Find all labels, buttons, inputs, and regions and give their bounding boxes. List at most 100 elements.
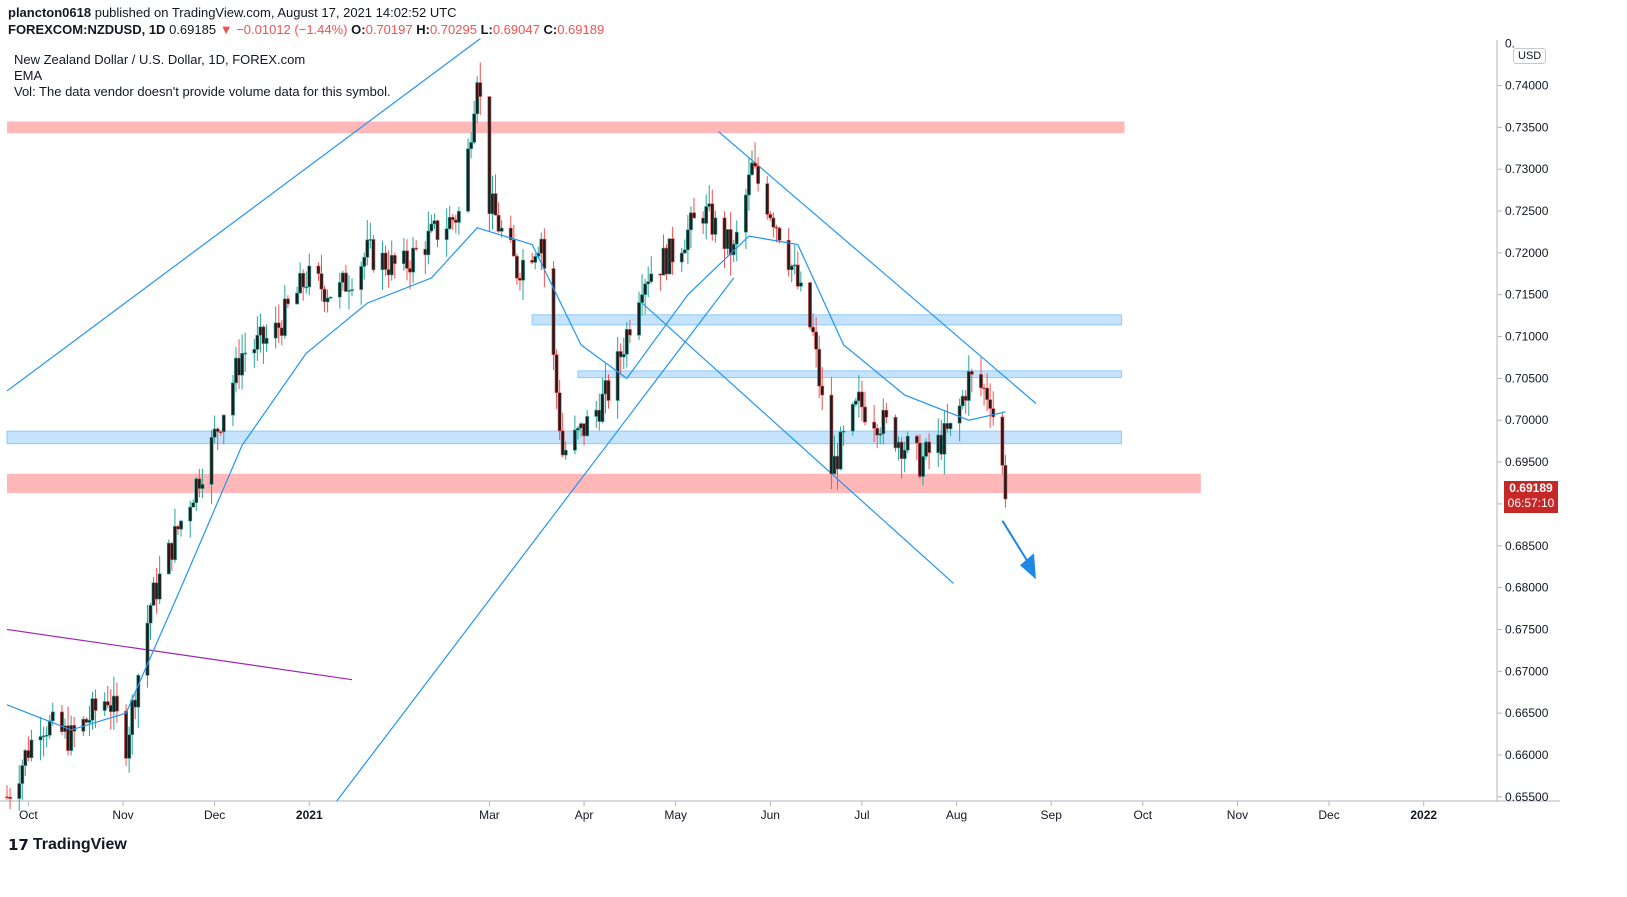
y-tick-label: 0.70000 [1505, 413, 1549, 427]
candle-body [692, 212, 696, 219]
candle-body [771, 217, 776, 228]
candle-body [820, 385, 825, 396]
candle-body [90, 698, 95, 721]
purple-trendline[interactable] [6, 628, 353, 681]
candle-body [157, 573, 162, 600]
candle-body [478, 82, 483, 97]
open-label: O: [351, 22, 366, 37]
candle-body [918, 442, 922, 477]
candle-body [426, 230, 431, 256]
candle-body [860, 391, 864, 408]
candle-body [264, 337, 269, 344]
candle-body [924, 441, 928, 457]
candle-body [173, 526, 177, 561]
candle-body [514, 255, 519, 279]
candle-body [704, 206, 709, 224]
candle-body [105, 701, 110, 706]
y-tick-label: 0.68500 [1505, 539, 1549, 553]
candle-body [337, 282, 342, 298]
candles-layer [5, 62, 1008, 811]
candle-body [472, 113, 477, 143]
grid [0, 40, 1560, 802]
footer-brand: TradingView [32, 836, 127, 853]
candle-body [734, 231, 739, 245]
candle-body [252, 349, 257, 354]
resistance-zone[interactable] [7, 121, 1125, 134]
zones-layer[interactable] [6, 121, 1201, 494]
candle-body [307, 265, 312, 288]
candle-body [850, 404, 855, 432]
support-zone[interactable] [577, 370, 1122, 379]
trendlines-layer[interactable] [6, 38, 1037, 802]
down-arrow-shaft[interactable] [1001, 520, 1031, 566]
candle-body [145, 622, 150, 676]
candle-body [945, 423, 950, 430]
legend-title[interactable]: New Zealand Dollar / U.S. Dollar, 1D, FO… [14, 52, 306, 67]
arrow-layer[interactable] [1001, 520, 1036, 580]
candle-body [792, 264, 797, 267]
resistance-zone[interactable] [7, 473, 1201, 494]
candle-body [670, 238, 675, 263]
currency-button[interactable]: USD [1513, 48, 1547, 64]
candle-body [957, 405, 962, 424]
candle-body [368, 239, 373, 241]
trendline[interactable] [336, 277, 735, 802]
candle-body [664, 247, 669, 275]
candle-body [218, 431, 223, 433]
symbol-label[interactable]: FOREXCOM:NZDUSD, 1D [8, 22, 166, 37]
candle-body [493, 193, 498, 216]
x-tick-label: Aug [946, 808, 967, 822]
candle-body [786, 239, 791, 271]
candle-body [1003, 465, 1008, 500]
candle-body [808, 282, 812, 328]
candle-body [713, 217, 718, 235]
support-zone[interactable] [531, 314, 1122, 326]
candle-body [856, 391, 861, 402]
down-arrow-icon[interactable] [1019, 553, 1036, 580]
x-tick-label: Jul [854, 808, 869, 822]
candle-body [215, 428, 220, 432]
ema-line [6, 227, 1006, 731]
candle-body [429, 223, 434, 232]
candle-body [530, 259, 535, 263]
candle-body [408, 268, 412, 273]
x-tick-label: Dec [1318, 808, 1339, 822]
candle-body [371, 239, 376, 271]
x-tick-label: Mar [479, 808, 500, 822]
candle-body [627, 329, 632, 336]
time-axis[interactable]: Oct Nov Dec 2021 Mar Apr May Jun Jul Aug Sep Oct Nov… [19, 801, 1437, 822]
publisher-name[interactable]: plancton0618 [8, 5, 92, 20]
candle-body [23, 750, 28, 766]
trendline[interactable] [641, 302, 954, 584]
tradingview-logo[interactable]: 𝟭𝟳 TradingView [8, 836, 127, 854]
y-tick-label: 0.73500 [1505, 120, 1549, 134]
candle-body [136, 675, 141, 708]
triangle-down-icon: ▼ [219, 22, 233, 37]
candle-body [747, 174, 751, 196]
high-value: 0.70295 [429, 22, 477, 37]
candle-body [585, 416, 590, 437]
trendline[interactable] [6, 38, 481, 392]
candle-body [985, 387, 990, 401]
y-tick-label: 0.66000 [1505, 748, 1549, 762]
y-tick-label: 0.72000 [1505, 246, 1549, 260]
candle-body [365, 239, 370, 258]
candle-body [41, 735, 46, 738]
candle-body [347, 290, 351, 292]
candle-body [921, 456, 925, 477]
candle-body [560, 430, 565, 456]
last-price-tag-value: 0.69189 [1509, 481, 1553, 495]
candle-body [154, 582, 159, 600]
candle-body [750, 162, 754, 176]
x-tick-label: May [664, 808, 687, 822]
candle-body [853, 400, 858, 405]
candle-body [814, 331, 819, 350]
candle-body [554, 354, 559, 394]
legend-ema[interactable]: EMA [14, 68, 43, 83]
price-axis[interactable]: 0.65500 0.66000 0.66500 0.67000 0.67500 0.680… [1497, 37, 1549, 804]
candle-body [115, 695, 119, 712]
trendline[interactable] [718, 131, 1037, 404]
candle-body [768, 214, 773, 219]
y-tick-label: 0.68000 [1505, 581, 1549, 595]
